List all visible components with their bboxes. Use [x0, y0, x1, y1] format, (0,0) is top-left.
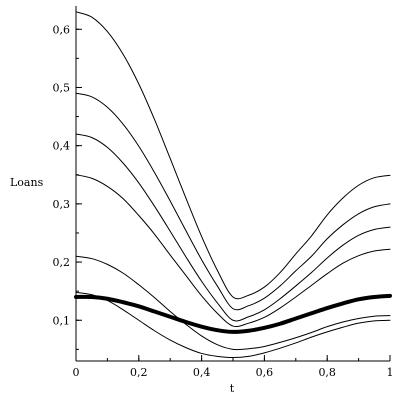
x-tick-label: 0,4	[193, 366, 211, 379]
axis-ticks	[75, 28, 391, 361]
series-line-1	[75, 11, 391, 300]
x-tick-label: 0,6	[256, 366, 274, 379]
series-line-4	[75, 174, 391, 328]
x-tick-label: 0,8	[318, 366, 336, 379]
x-axis-label: t	[230, 382, 235, 395]
y-tick-label: 0,6	[53, 23, 71, 36]
y-tick-label: 0,1	[53, 314, 71, 327]
x-tick-label: 0	[73, 366, 80, 379]
data-series	[74, 11, 392, 359]
y-tick-label: 0,3	[53, 198, 71, 211]
x-tick-label: 0,2	[130, 366, 148, 379]
axis-tick-labels: 0 0,2 0,4 0,6 0,8 1 0,1 0,2 0,3 0,4 0,5 0,6	[53, 23, 394, 379]
series-line-bold	[74, 293, 392, 334]
y-axis-label: Loans	[10, 176, 44, 189]
y-tick-label: 0,2	[53, 256, 71, 269]
y-tick-label: 0,4	[53, 140, 71, 153]
axes	[75, 6, 390, 362]
y-tick-label: 0,5	[53, 81, 71, 94]
x-tick-label: 1	[387, 366, 394, 379]
series-line-2	[75, 92, 391, 311]
series-line-7	[75, 291, 391, 359]
series-line-6	[75, 255, 391, 351]
series-line-3	[75, 133, 391, 322]
